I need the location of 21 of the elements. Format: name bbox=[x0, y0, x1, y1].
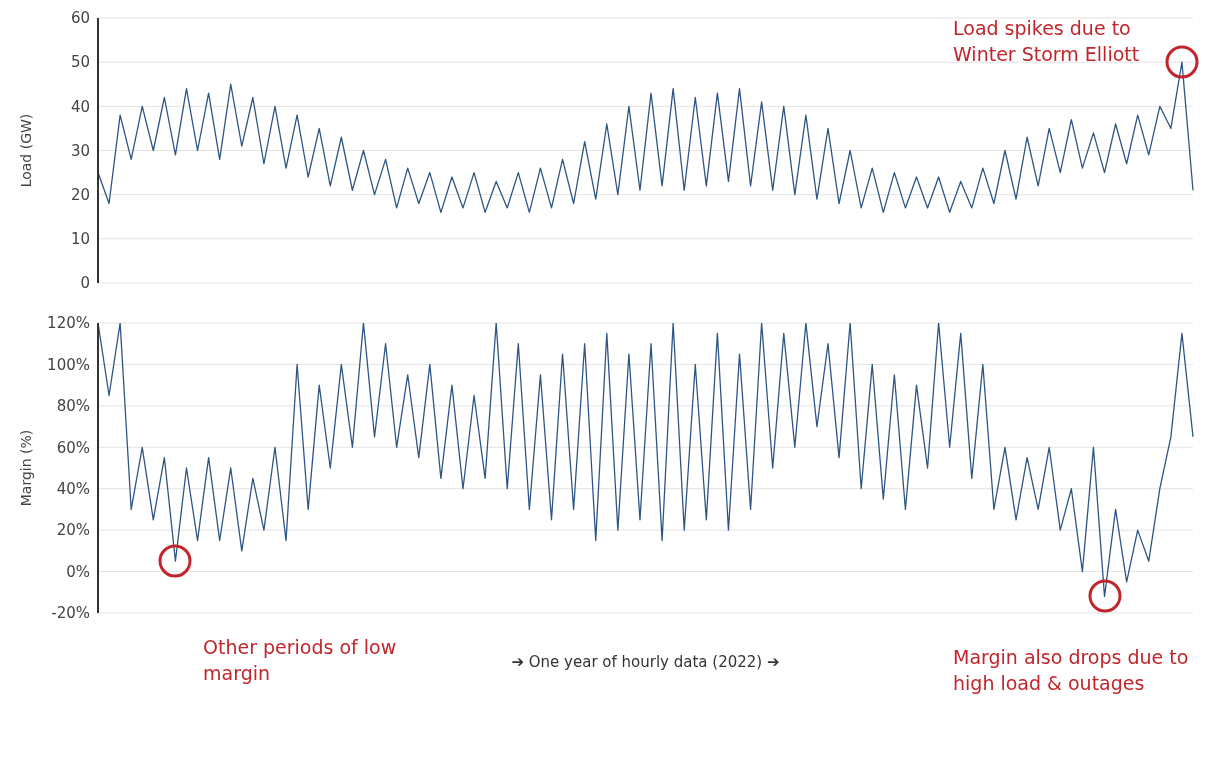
y-axis-title: Load (GW) bbox=[17, 113, 34, 188]
text: Other periods of low margin bbox=[203, 635, 398, 686]
y-tick-label: 0% bbox=[66, 562, 90, 581]
y-tick-label: 10 bbox=[70, 230, 90, 249]
y-tick-label: 100% bbox=[47, 355, 90, 374]
y-axis-title: Margin (%) bbox=[17, 429, 34, 507]
y-tick-label: 120% bbox=[47, 314, 90, 333]
annotation: Load spikes due to Winter Storm Elliott bbox=[953, 16, 1141, 67]
y-tick-label: 50 bbox=[70, 53, 90, 72]
text: Margin also drops due to high load & outages bbox=[953, 645, 1190, 696]
y-tick-label: 0 bbox=[80, 274, 90, 293]
y-tick-label: -20% bbox=[51, 604, 90, 623]
y-tick-label: 40% bbox=[56, 480, 90, 499]
y-tick-label: 20 bbox=[70, 185, 90, 204]
y-tick-label: 30 bbox=[70, 141, 90, 160]
y-tick-label: 80% bbox=[56, 397, 90, 416]
y-tick-label: 60% bbox=[56, 438, 90, 457]
y-tick-label: 60 bbox=[70, 9, 90, 28]
x-axis-title: ➔ One year of hourly data (2022) ➔ bbox=[511, 653, 780, 671]
y-tick-label: 40 bbox=[70, 97, 90, 116]
y-tick-label: 20% bbox=[56, 521, 90, 540]
